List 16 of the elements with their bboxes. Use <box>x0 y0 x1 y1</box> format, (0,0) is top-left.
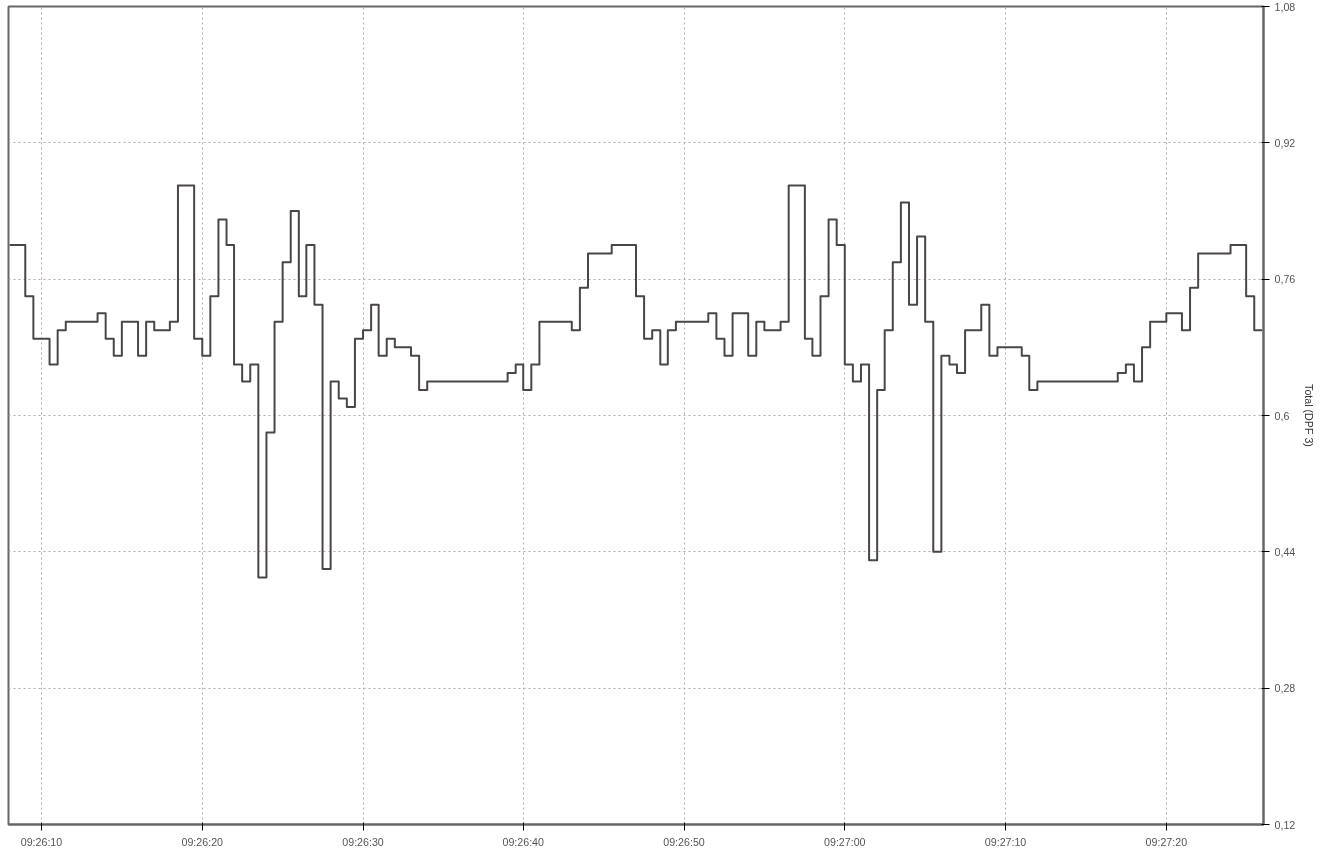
x-tick-label: 09:26:20 <box>181 835 224 848</box>
x-tick-label: 09:26:10 <box>20 835 63 848</box>
x-tick-label: 09:26:40 <box>502 835 545 848</box>
x-tick-label: 09:27:00 <box>824 835 866 848</box>
y-tick-label: 0,12 <box>1274 818 1296 831</box>
x-tick-label: 09:26:50 <box>663 835 705 848</box>
y-tick-label: 0,76 <box>1274 273 1296 286</box>
y-tick-label: 0,28 <box>1274 682 1296 695</box>
y-axis-title: Total (DPF 3) <box>1303 384 1316 447</box>
x-tick-label: 09:27:10 <box>984 835 1027 848</box>
y-tick-label: 1,08 <box>1274 0 1296 13</box>
x-tick-label: 09:27:20 <box>1145 835 1188 848</box>
y-tick-label: 0,44 <box>1274 545 1296 558</box>
x-tick-label: 09:26:30 <box>342 835 384 848</box>
y-tick-label: 0,92 <box>1274 136 1296 149</box>
y-tick-label: 0,6 <box>1274 409 1290 422</box>
